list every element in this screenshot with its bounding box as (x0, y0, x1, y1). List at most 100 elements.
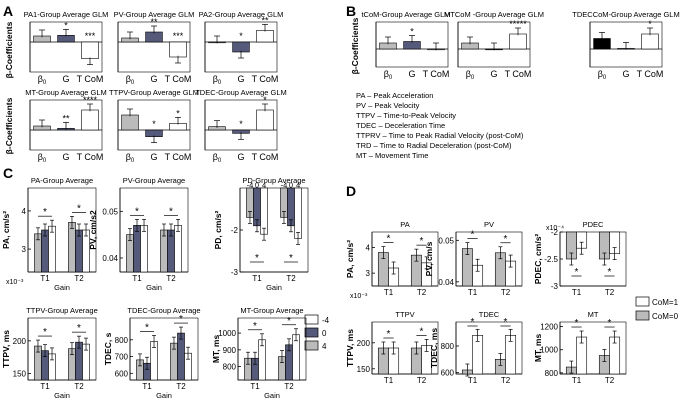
bar (121, 114, 139, 131)
abbrev-legend-2: TTPV – Time-to-Peak Velocity (356, 111, 456, 120)
chart-title: PV-Group Average (123, 176, 185, 185)
x-tick-label: T CoM (77, 74, 104, 84)
y-tick-label: 600 (115, 369, 129, 378)
bar (593, 38, 611, 50)
x-axis-label: Gain (146, 283, 162, 292)
beta-coefficients-label: β-Coefficients (4, 21, 14, 78)
significance-stars: * (239, 31, 243, 41)
x-tick-label: β0 (598, 69, 607, 81)
y-tick-label: 4 (22, 207, 27, 216)
x-tick-label: T CoM (165, 74, 192, 84)
significance-stars: * (239, 119, 243, 129)
bar (294, 187, 302, 239)
significance-star: * (420, 326, 424, 337)
chart-d2: PV * T1 * T2 0.04 0.05 PV, cm/s (424, 220, 523, 297)
x-tick-label: T1 (40, 274, 50, 283)
x-tick-label: T1 (468, 376, 478, 385)
y-tick-label: 800 (223, 363, 237, 372)
legend-gain-label-0: -4 (322, 316, 330, 325)
chart-c2: PV-Group Average * T1 * T2 0.04 0.05 PV, cm/s2 G… (88, 176, 189, 292)
significance-star: * (608, 267, 612, 278)
x-tick-label: T CoM (77, 152, 104, 162)
significance-star: * (253, 321, 257, 332)
chart-c1: PA-Group Average * T1 * T2 3 4 PA, cm/s² Gain x10… (1, 176, 97, 292)
x-tick-label: T2 (501, 288, 511, 297)
y-tick-label: 0.05 (438, 236, 454, 245)
significance-stars: ** (261, 15, 269, 25)
significance-star: * (471, 317, 475, 328)
chart-title: TTPV-Group Average (26, 306, 98, 315)
y-tick-label: -2.5 (544, 255, 558, 264)
significance-star: * (420, 236, 424, 247)
chart-title: PA (400, 220, 409, 229)
y-tick-label: 0.04 (102, 254, 118, 263)
x-tick-label: G (150, 74, 157, 84)
significance-star: * (135, 206, 139, 217)
y-tick-label: 1000 (540, 346, 558, 355)
y-axis-label: TDEC, ms (429, 328, 439, 368)
y-tick-label: 800 (545, 369, 559, 378)
chart-title: TDEC-Group Average (127, 306, 200, 315)
y-tick-label: 900 (223, 346, 237, 355)
x-tick-label: T2 (605, 288, 615, 297)
significance-stars: * (176, 108, 180, 118)
top-tick-label: -4 (281, 181, 288, 190)
bar (641, 33, 659, 50)
significance-star: * (289, 253, 293, 264)
chart-b1: tCoM-Group Average GLM β0 * G T CoM (361, 10, 450, 81)
legend-com-label-0: CoM=1 (652, 298, 679, 307)
x-tick-label: T CoM (165, 152, 192, 162)
y-tick-label: 800 (115, 336, 129, 345)
bar (177, 332, 185, 381)
x-tick-label: T2 (501, 376, 511, 385)
x-tick-label: G (150, 152, 157, 162)
chart-title: MT-Group Average GLM (25, 88, 107, 97)
x-tick-label: T2 (605, 376, 615, 385)
bar (81, 109, 99, 131)
chart-title: TTPV-Group Average GLM (109, 88, 199, 97)
y-tick-label: 200 (357, 339, 371, 348)
legend-com-swatch-1 (635, 310, 650, 321)
bar (256, 30, 274, 43)
abbrev-legend-4: TTPRV – Time to Peak Radial Velocity (po… (356, 131, 524, 140)
chart-title: PDEC (583, 220, 604, 229)
legend-gain-swatch-0 (304, 314, 319, 325)
x-tick-label: T CoM (252, 152, 279, 162)
plot-frame (371, 321, 439, 375)
chart-title: PV (484, 220, 494, 229)
bar (232, 41, 250, 53)
chart-title: PD-Group Average (242, 176, 305, 185)
significance-stars: * (152, 119, 156, 129)
axis-multiplier: x10⁻³ (6, 279, 24, 286)
chart-title: TDEC (479, 310, 500, 319)
abbrev-legend-3: TDEC – Deceleration Time (356, 121, 445, 130)
significance-stars: * (410, 27, 414, 37)
y-axis-label: TDEC, s (103, 332, 113, 365)
bar (169, 41, 187, 58)
x-tick-label: G (62, 74, 69, 84)
plot-frame (371, 231, 439, 287)
y-tick-label: 1200 (540, 323, 558, 332)
plot-frame (117, 21, 191, 73)
y-tick-label: -2 (231, 226, 239, 235)
x-axis-label: Gain (54, 391, 70, 400)
chart-a4: MT-Group Average GLM β0 ** G **** T CoM (25, 88, 107, 164)
axis-multiplier: x10⁻³ (350, 293, 368, 300)
legend-gain-label-2: 4 (322, 342, 327, 351)
significance-star: * (169, 206, 173, 217)
bar (509, 33, 527, 50)
significance-star: * (43, 327, 47, 338)
bar (68, 222, 76, 273)
y-tick-label: -3 (231, 268, 239, 277)
x-tick-label: T2 (176, 382, 186, 391)
x-tick-label: β0 (38, 74, 47, 86)
x-tick-label: β0 (384, 69, 393, 81)
panel-label-b: B (346, 3, 356, 19)
bar (140, 225, 148, 273)
chart-a6: TDEC-Group Average GLM β0 * G * T CoM (195, 88, 287, 164)
x-tick-label: G (237, 152, 244, 162)
legend-com-label-1: CoM=0 (652, 312, 679, 321)
significance-star: * (471, 230, 475, 241)
